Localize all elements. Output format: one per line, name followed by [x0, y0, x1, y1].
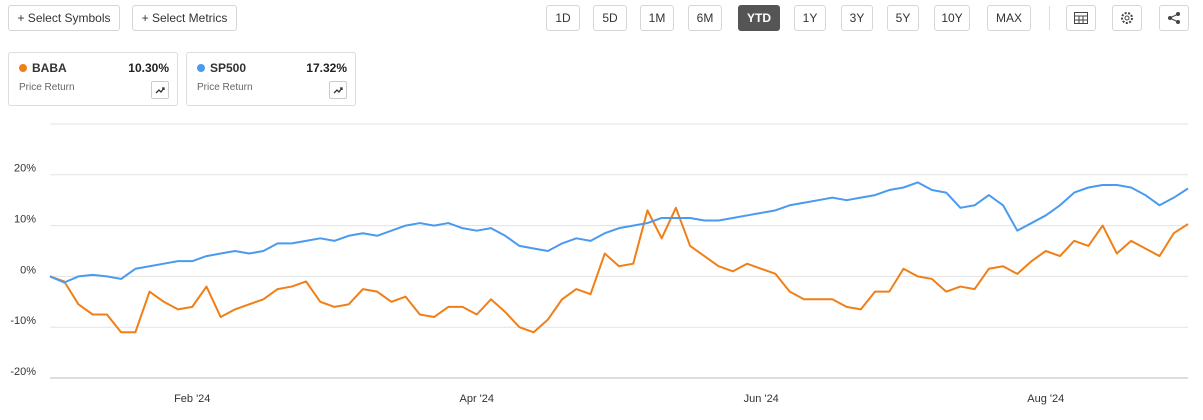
- x-tick-label: Feb '24: [174, 393, 210, 405]
- y-tick-label: 20%: [14, 163, 36, 175]
- y-tick-label: -10%: [10, 315, 36, 327]
- separator: [1049, 6, 1050, 30]
- range-button[interactable]: 5Y: [887, 5, 919, 31]
- return-value: 17.32%: [306, 61, 347, 75]
- legend-card: SP500 17.32% Price Return: [186, 52, 356, 106]
- table-icon[interactable]: [1066, 5, 1096, 31]
- range-button[interactable]: 3Y: [841, 5, 873, 31]
- y-tick-label: 0%: [20, 264, 36, 276]
- range-button[interactable]: 1Y: [794, 5, 826, 31]
- metric-label: Price Return: [19, 82, 75, 93]
- metric-label: Price Return: [197, 82, 253, 93]
- icon: [333, 87, 343, 94]
- icon: [1074, 12, 1088, 24]
- x-tick-label: Apr '24: [459, 393, 494, 405]
- share-icon[interactable]: [1159, 5, 1189, 31]
- toolbar-button[interactable]: + Select Metrics: [132, 5, 237, 31]
- range-button[interactable]: 10Y: [934, 5, 970, 31]
- return-value: 10.30%: [128, 61, 169, 75]
- range-button[interactable]: 6M: [688, 5, 722, 31]
- icon: [155, 87, 165, 94]
- range-button[interactable]: MAX: [987, 5, 1031, 31]
- icon: [1121, 12, 1133, 24]
- toolbar-button[interactable]: + Select Symbols: [8, 5, 120, 31]
- legend-entry: BABA: [19, 61, 67, 75]
- trend-icon[interactable]: [329, 81, 347, 99]
- legend-entry: SP500: [197, 61, 246, 75]
- y-tick-label: -20%: [10, 366, 36, 378]
- range-button[interactable]: 5D: [593, 5, 627, 31]
- range-button[interactable]: 1D: [546, 5, 580, 31]
- range-button[interactable]: 1M: [640, 5, 674, 31]
- icon: [1168, 12, 1180, 24]
- settings-icon[interactable]: [1112, 5, 1142, 31]
- legend-swatch: [197, 64, 205, 72]
- legend-label: SP500: [210, 61, 247, 75]
- line-series: [49, 181, 1189, 284]
- line-series: [49, 206, 1189, 334]
- trend-icon[interactable]: [151, 81, 169, 99]
- y-tick-label: 10%: [14, 214, 36, 226]
- range-button[interactable]: YTD: [738, 5, 780, 31]
- legend-label: BABA: [32, 61, 67, 75]
- x-tick-label: Aug '24: [1027, 393, 1064, 405]
- legend-card: BABA 10.30% Price Return: [8, 52, 178, 106]
- legend-swatch: [19, 64, 27, 72]
- x-tick-label: Jun '24: [744, 393, 779, 405]
